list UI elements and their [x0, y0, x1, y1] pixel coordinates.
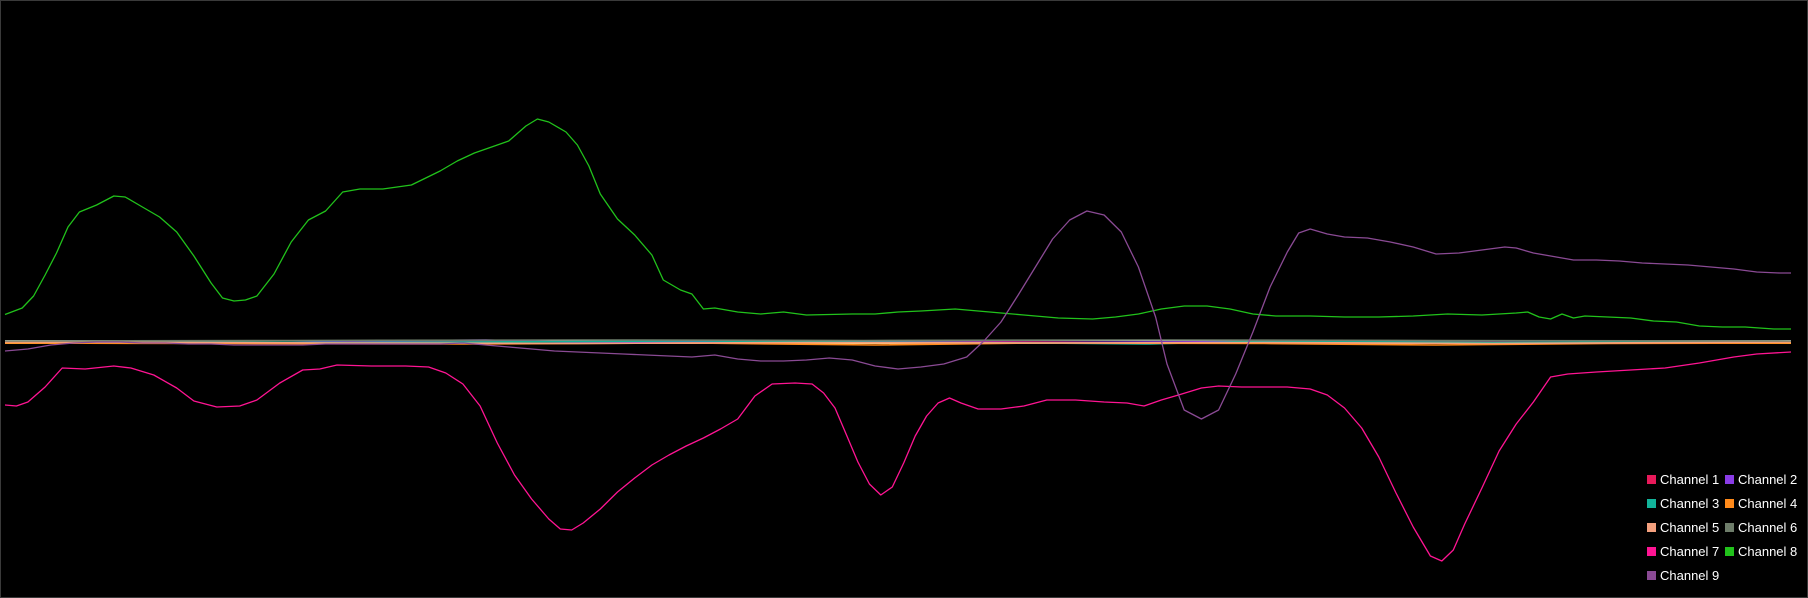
- legend-swatch-channel-6: [1725, 523, 1734, 532]
- series-line-channel-8: [4, 118, 1791, 330]
- legend-label-channel-2: Channel 2: [1738, 472, 1797, 487]
- legend-item-channel-5: Channel 5: [1647, 520, 1719, 535]
- series-line-channel-9: [4, 210, 1791, 420]
- series-layer: [4, 118, 1792, 562]
- legend: Channel 1 Channel 2 Channel 3 Channel 4 Chan…: [1647, 472, 1797, 583]
- legend-item-channel-7: Channel 7: [1647, 544, 1719, 559]
- legend-swatch-channel-5: [1647, 523, 1656, 532]
- legend-item-channel-6: Channel 6: [1725, 520, 1797, 535]
- legend-item-channel-9: Channel 9: [1647, 568, 1719, 583]
- legend-swatch-channel-2: [1725, 475, 1734, 484]
- series-line-channel-6: [4, 339, 1792, 342]
- legend-label-channel-8: Channel 8: [1738, 544, 1797, 559]
- legend-label-channel-3: Channel 3: [1660, 496, 1719, 511]
- legend-label-channel-9: Channel 9: [1660, 568, 1719, 583]
- legend-label-channel-1: Channel 1: [1660, 472, 1719, 487]
- legend-swatch-channel-9: [1647, 571, 1656, 580]
- legend-label-channel-6: Channel 6: [1738, 520, 1797, 535]
- legend-item-channel-3: Channel 3: [1647, 496, 1719, 511]
- series-line-channel-7: [4, 351, 1792, 562]
- legend-swatch-channel-4: [1725, 499, 1734, 508]
- legend-item-channel-1: Channel 1: [1647, 472, 1719, 487]
- series-line-channel-5: [4, 341, 1792, 345]
- legend-swatch-channel-8: [1725, 547, 1734, 556]
- legend-label-channel-7: Channel 7: [1660, 544, 1719, 559]
- legend-item-channel-4: Channel 4: [1725, 496, 1797, 511]
- legend-swatch-channel-7: [1647, 547, 1656, 556]
- legend-label-channel-5: Channel 5: [1660, 520, 1719, 535]
- legend-item-channel-2: Channel 2: [1725, 472, 1797, 487]
- legend-swatch-channel-3: [1647, 499, 1656, 508]
- legend-label-channel-4: Channel 4: [1738, 496, 1797, 511]
- legend-item-channel-8: Channel 8: [1725, 544, 1797, 559]
- legend-swatch-channel-1: [1647, 475, 1656, 484]
